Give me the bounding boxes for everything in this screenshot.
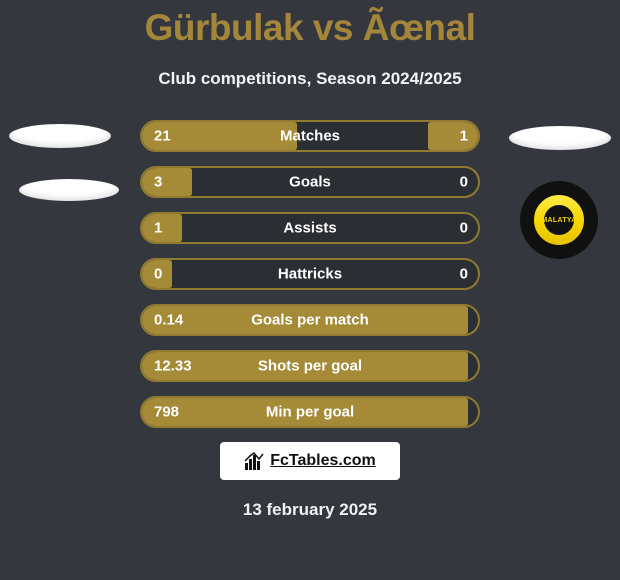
stat-row: 00Hattricks [140, 258, 480, 290]
stat-label: Goals [142, 174, 478, 191]
right-oval-icon [509, 126, 611, 150]
fctables-link[interactable]: FcTables.com [220, 442, 400, 480]
date-label: 13 february 2025 [0, 500, 620, 520]
fctables-label: FcTables.com [270, 452, 376, 470]
stat-label: Shots per goal [142, 358, 478, 375]
page-subtitle: Club competitions, Season 2024/2025 [0, 69, 620, 89]
left-oval-icon [9, 124, 111, 148]
stat-row: 211Matches [140, 120, 480, 152]
left-oval-icon [19, 179, 119, 201]
stat-label: Hattricks [142, 266, 478, 283]
badge-label: MALATYA [541, 217, 576, 224]
stat-label: Goals per match [142, 312, 478, 329]
stat-label: Matches [142, 128, 478, 145]
stat-row: 30Goals [140, 166, 480, 198]
stat-row: 0.14Goals per match [140, 304, 480, 336]
stat-row: 12.33Shots per goal [140, 350, 480, 382]
stat-row: 10Assists [140, 212, 480, 244]
page-title: Gürbulak vs Ãœnal [0, 0, 620, 49]
stat-label: Assists [142, 220, 478, 237]
stat-label: Min per goal [142, 404, 478, 421]
team-badge-icon: MALATYA [520, 181, 598, 259]
stat-row: 798Min per goal [140, 396, 480, 428]
fctables-logo-icon [244, 451, 264, 471]
